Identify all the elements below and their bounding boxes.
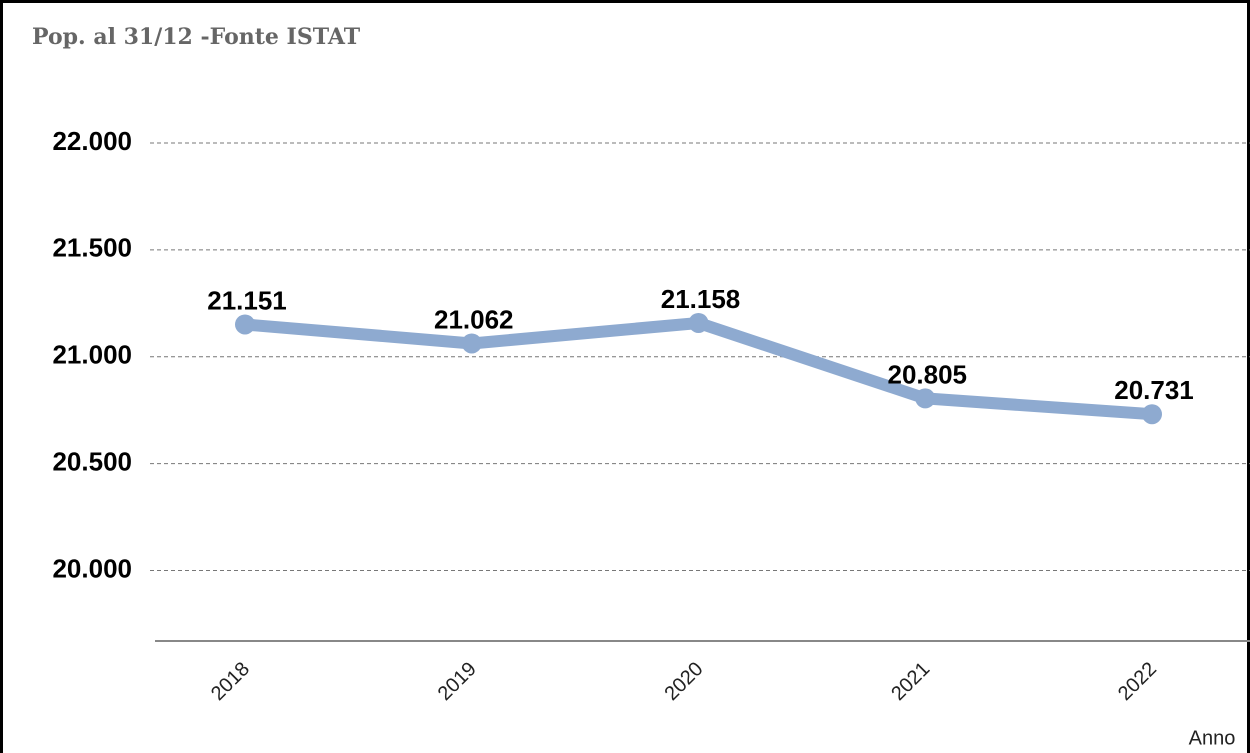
data-label: 21.062 bbox=[434, 304, 514, 334]
data-label: 20.731 bbox=[1114, 375, 1194, 405]
y-tick-label: 20.500 bbox=[52, 446, 132, 476]
chart-title: Pop. al 31/12 -Fonte ISTAT bbox=[32, 24, 361, 50]
x-tick-label: 2022 bbox=[1114, 658, 1161, 705]
x-tick-label: 2020 bbox=[661, 658, 708, 705]
y-tick-label: 22.000 bbox=[52, 126, 132, 156]
series-line bbox=[244, 316, 1153, 421]
y-tick-label: 21.500 bbox=[52, 233, 132, 263]
data-point bbox=[915, 388, 936, 409]
data-point bbox=[235, 314, 255, 335]
x-axis-label: Anno bbox=[1189, 727, 1236, 749]
x-tick-label: 2019 bbox=[434, 658, 481, 705]
data-label: 20.805 bbox=[887, 359, 967, 389]
y-tick-label: 20.000 bbox=[52, 553, 132, 583]
x-tick-label: 2021 bbox=[887, 658, 934, 705]
data-point bbox=[1142, 404, 1162, 425]
x-tick-label: 2018 bbox=[207, 658, 254, 705]
data-label: 21.151 bbox=[207, 285, 287, 315]
data-point bbox=[688, 312, 709, 333]
data-label: 21.158 bbox=[661, 284, 741, 314]
y-tick-label: 21.000 bbox=[52, 340, 132, 370]
data-point bbox=[461, 333, 482, 354]
